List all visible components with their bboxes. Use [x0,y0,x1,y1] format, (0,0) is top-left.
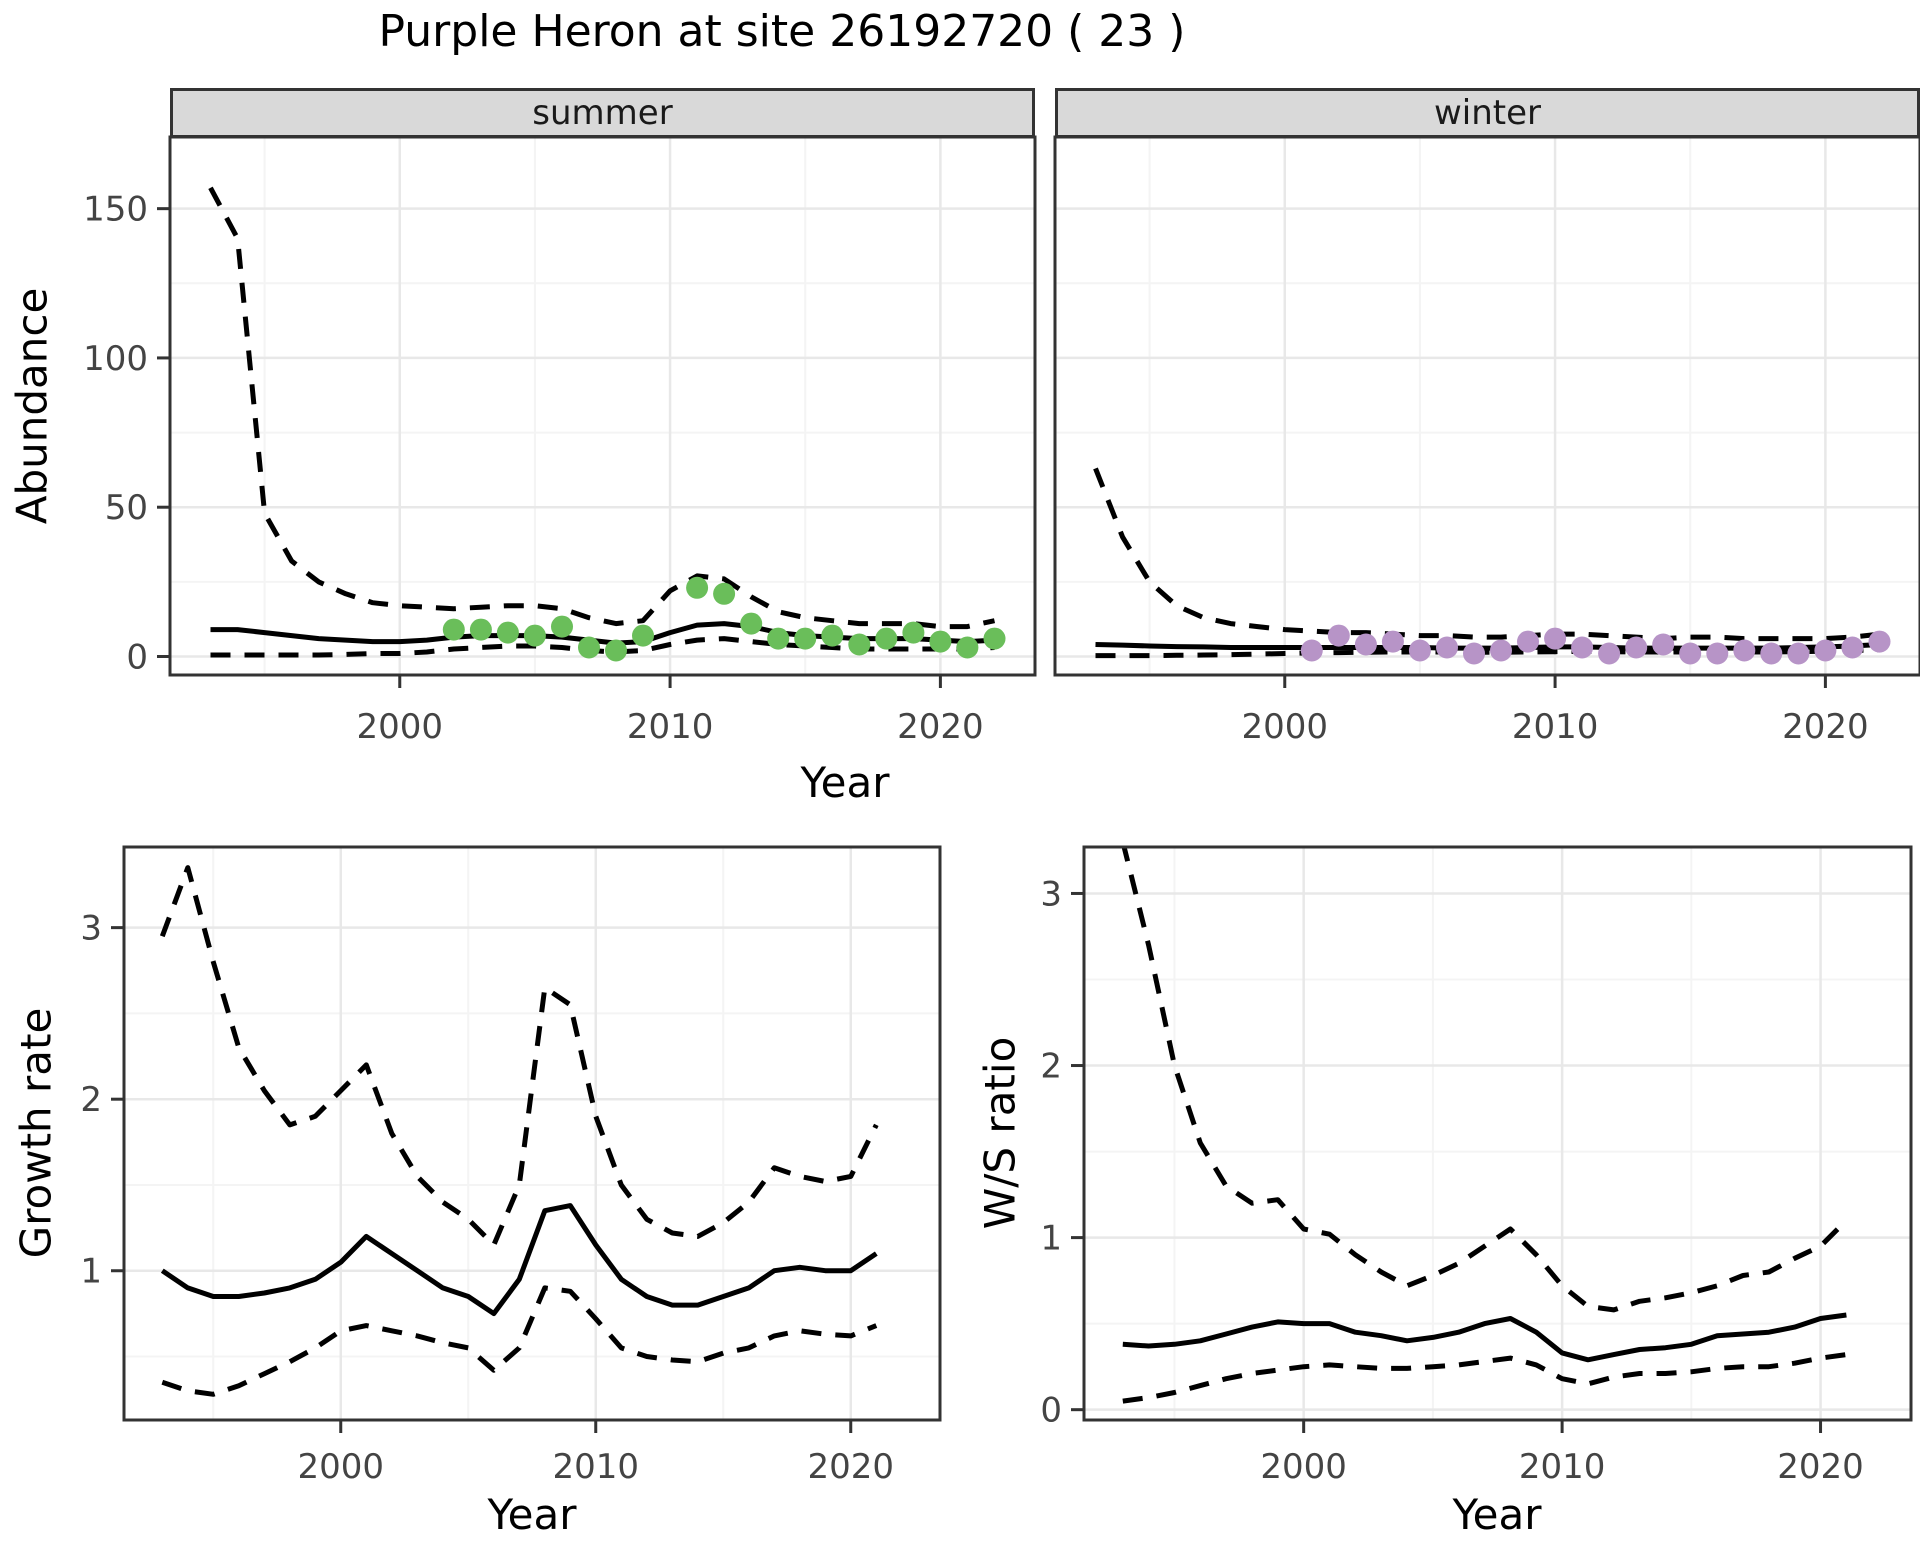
svg-text:50: 50 [105,488,148,528]
svg-text:2020: 2020 [1782,707,1869,747]
svg-text:2010: 2010 [1512,707,1599,747]
svg-text:150: 150 [83,190,148,230]
facet-strip-summer-label: summer [532,93,673,133]
panel-ws-ratio: 2000 2010 2020 0 1 2 3 [1040,845,1913,1487]
svg-text:3: 3 [80,909,102,949]
y-axis-title-growth-rate: Growth rate [11,1007,61,1259]
facet-strip-winter: winter [1055,88,1920,138]
chart-title: Purple Heron at site 26192720 ( 23 ) [378,6,1186,57]
x-axis-title-top-year: Year [800,758,890,807]
svg-text:2020: 2020 [807,1447,894,1487]
svg-text:100: 100 [83,339,148,379]
svg-text:1: 1 [1040,1219,1062,1259]
svg-text:2000: 2000 [297,1447,384,1487]
svg-text:2000: 2000 [357,707,444,747]
facet-strip-summer: summer [170,88,1035,138]
svg-text:0: 0 [1040,1391,1062,1431]
x-axis-title-growth-year: Year [487,1490,577,1539]
svg-text:2020: 2020 [897,707,984,747]
panel-abundance-summer: 2000 2010 2020 0 50 100 150 [83,135,1037,747]
svg-text:2: 2 [80,1080,102,1120]
svg-text:2000: 2000 [1260,1447,1347,1487]
facet-strip-winter-label: winter [1433,93,1542,133]
svg-text:2020: 2020 [1777,1447,1864,1487]
svg-text:3: 3 [1040,874,1062,914]
svg-text:2000: 2000 [1242,707,1329,747]
svg-text:2010: 2010 [552,1447,639,1487]
svg-text:0: 0 [126,637,148,677]
panel-growth-rate: 2000 2010 2020 1 2 3 [80,845,942,1487]
y-axis-title-ws-ratio: W/S ratio [975,1036,1025,1230]
y-axis-title-abundance: Abundance [7,287,57,525]
panel-abundance-winter: 2000 2010 2020 [1053,135,1920,747]
svg-text:2010: 2010 [627,707,714,747]
x-axis-title-ws-year: Year [1452,1490,1542,1539]
svg-text:2010: 2010 [1519,1447,1606,1487]
svg-text:1: 1 [80,1252,102,1292]
svg-text:2: 2 [1040,1047,1062,1087]
